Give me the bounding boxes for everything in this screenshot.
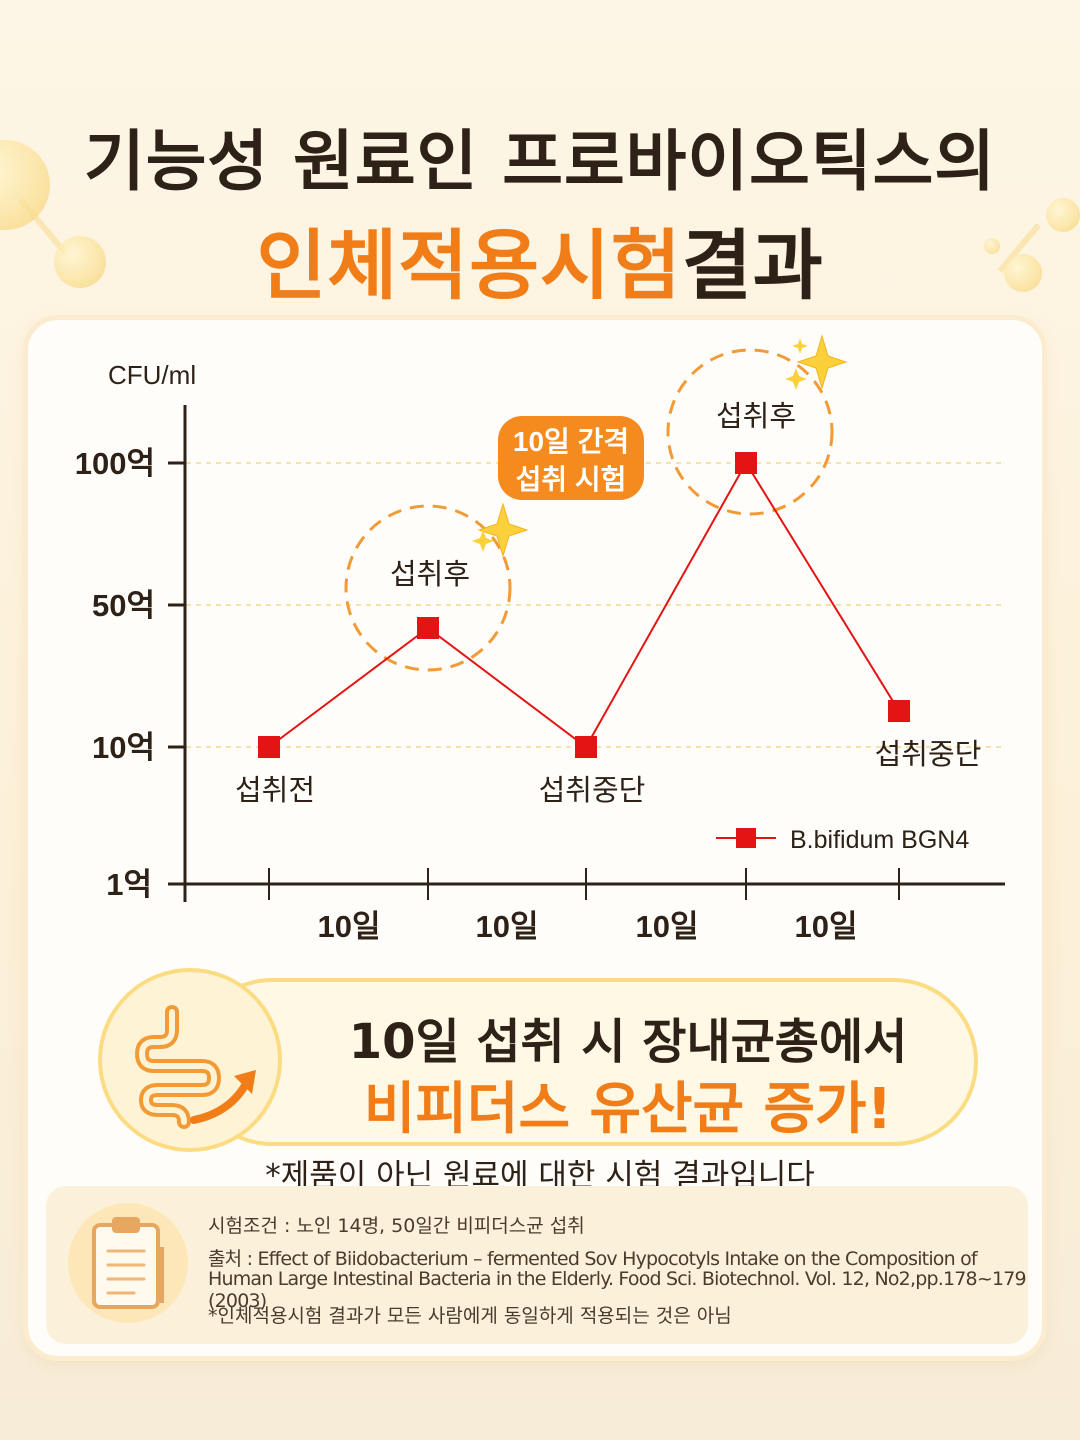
data-point-marker — [888, 700, 910, 722]
data-point-marker — [575, 736, 597, 758]
molecule-bubble — [1004, 254, 1042, 292]
source-condition: 시험조건 : 노인 14명, 50일간 비피더스균 섭취 — [208, 1215, 585, 1237]
legend-label: B.bifidum BGN4 — [790, 826, 969, 854]
clipboard-icon — [68, 1203, 188, 1323]
molecule-bubble — [1046, 198, 1080, 232]
x-interval-label: 10일 — [475, 909, 538, 944]
data-point-marker — [258, 736, 280, 758]
title-rest: 결과 — [681, 221, 824, 310]
sparkle-icon — [785, 334, 848, 390]
page-subtitle: 인체적용시험결과 — [0, 204, 1080, 314]
point-label: 섭취중단 — [539, 774, 646, 807]
y-tick-label: 50억 — [92, 588, 155, 623]
line-chart: CFU/ml 100억 50억 10억 1억 10일 10일 10일 10일 — [75, 334, 1005, 944]
x-interval-label: 10일 — [317, 909, 380, 944]
summary-pill — [188, 978, 978, 1146]
sparkle-icon — [472, 502, 529, 558]
x-interval-label: 10일 — [794, 909, 857, 944]
highlight-circle — [666, 348, 834, 516]
source-citation-cont: Human Large Intestinal Bacteria in the E… — [208, 1268, 1027, 1312]
summary-banner: 10일 섭취 시 장내균총에서 비피더스 유산균 증가! — [98, 968, 978, 1158]
source-note: *인체적용시험 결과가 모든 사람에게 동일하게 적용되는 것은 아님 — [208, 1305, 732, 1327]
source-citation: 출처 : Effect of Biidobacterium – fermente… — [208, 1248, 978, 1270]
interval-badge: 10일 간격 섭취 시험 — [498, 416, 644, 500]
y-tick-label: 10억 — [92, 730, 155, 765]
intestine-up-arrow-icon — [98, 968, 282, 1152]
series-line — [268, 461, 900, 749]
y-axis-unit: CFU/ml — [108, 360, 196, 390]
legend: B.bifidum BGN4 — [716, 826, 969, 854]
y-tick-label: 100억 — [75, 446, 155, 481]
point-label: 섭취중단 — [875, 738, 982, 771]
badge-text-line2: 섭취 시험 — [516, 464, 627, 495]
highlight-circle — [344, 504, 512, 672]
point-label: 섭취후 — [716, 401, 796, 433]
point-label: 섭취전 — [235, 775, 315, 807]
data-point-marker — [417, 617, 439, 639]
molecule-bubble — [54, 236, 106, 288]
badge-text-line1: 10일 간격 — [513, 426, 629, 457]
source-box — [46, 1186, 1028, 1344]
summary-line2: 비피더스 유산균 증가! — [363, 1077, 893, 1142]
x-interval-label: 10일 — [635, 909, 698, 944]
title-accent: 인체적용시험 — [256, 221, 682, 310]
y-tick-label: 1억 — [106, 867, 152, 902]
molecule-bubble — [984, 238, 1000, 254]
page-title: 기능성 원료인 프로바이오틱스의 — [83, 123, 997, 200]
point-label: 섭취후 — [390, 559, 470, 591]
summary-line1: 10일 섭취 시 장내균총에서 — [348, 1014, 908, 1070]
data-point-marker — [735, 452, 757, 474]
legend-marker — [736, 828, 756, 848]
